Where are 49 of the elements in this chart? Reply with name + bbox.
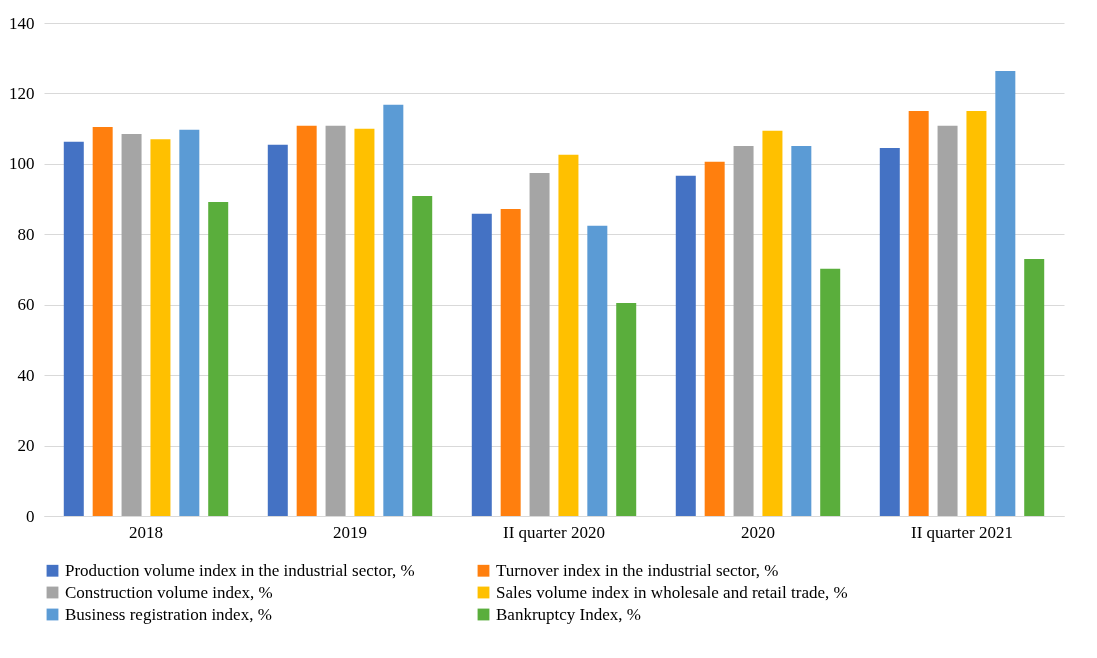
- x-tick-label: II quarter 2021: [911, 522, 1013, 542]
- y-tick-label: 80: [17, 224, 35, 244]
- bar: [471, 213, 492, 516]
- bar: [354, 128, 375, 516]
- x-tick-label: 2018: [129, 522, 163, 542]
- legend-label: Production volume index in the industrial sector, %: [65, 560, 415, 580]
- y-tick-label: 100: [9, 154, 35, 174]
- bar: [150, 139, 171, 516]
- y-tick-label: 140: [9, 13, 35, 33]
- bar: [733, 145, 754, 516]
- legend-label: Bankruptcy Index, %: [496, 604, 641, 624]
- bar: [704, 161, 725, 516]
- x-tick-label: 2019: [333, 522, 367, 542]
- y-tick-label: 20: [17, 436, 35, 456]
- bar: [92, 126, 113, 516]
- bar: [325, 125, 346, 516]
- legend-label: Construction volume index, %: [65, 582, 273, 602]
- bar: [208, 201, 229, 516]
- y-tick-label: 0: [26, 506, 35, 526]
- bar: [179, 129, 200, 516]
- bar: [63, 141, 84, 516]
- bar: [937, 125, 958, 516]
- x-tick-label: II quarter 2020: [503, 522, 605, 542]
- bar: [820, 268, 841, 516]
- bar: [412, 195, 433, 516]
- bar: [121, 133, 142, 516]
- bar: [879, 148, 900, 516]
- bar: [1024, 258, 1045, 516]
- legend-label: Turnover index in the industrial sector, %: [496, 560, 779, 580]
- bar: [908, 111, 929, 516]
- bar: [675, 175, 696, 516]
- bar: [966, 111, 987, 516]
- bar: [529, 173, 550, 516]
- legend-label: Sales volume index in wholesale and retail trade, %: [496, 582, 848, 602]
- bar: [383, 104, 404, 516]
- bar: [296, 125, 317, 516]
- bar: [587, 225, 608, 516]
- x-tick-label: 2020: [741, 522, 775, 542]
- bar: [762, 130, 783, 516]
- bar: [500, 208, 521, 516]
- y-tick-label: 120: [9, 83, 35, 103]
- bar: [558, 154, 579, 516]
- bar: [616, 302, 637, 516]
- y-tick-label: 60: [17, 295, 35, 315]
- bar: [267, 144, 288, 516]
- bar: [995, 70, 1016, 516]
- y-tick-label: 40: [17, 365, 35, 385]
- legend-label: Business registration index, %: [65, 604, 272, 624]
- bar: [791, 145, 812, 516]
